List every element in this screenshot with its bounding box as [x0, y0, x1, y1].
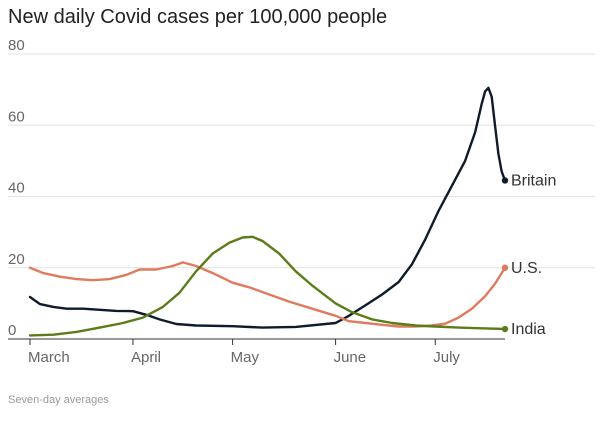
y-tick-label: 20	[8, 251, 25, 268]
x-tick-label: May	[231, 349, 260, 366]
y-tick-label: 0	[8, 322, 16, 339]
x-tick-label: March	[28, 349, 70, 366]
series-label-india: India	[511, 321, 546, 338]
x-tick-label: April	[131, 349, 161, 366]
series-line-britain	[28, 86, 507, 329]
series-labels: Britain U.S. India	[511, 172, 556, 338]
chart-note: Seven-day averages	[8, 394, 109, 406]
x-axis: March April May June July	[8, 338, 505, 366]
series-lines	[28, 86, 509, 337]
y-tick-label: 60	[8, 108, 25, 125]
y-tick-label: 40	[8, 180, 25, 197]
series-line-u-s	[28, 261, 507, 328]
x-tick-label: July	[433, 349, 460, 366]
series-label-u-s: U.S.	[511, 260, 542, 277]
series-label-britain: Britain	[511, 172, 556, 189]
series-endpoint-u-s	[501, 264, 509, 271]
gridlines	[8, 53, 595, 269]
series-endpoint-britain	[501, 177, 509, 184]
series-line-india	[28, 235, 507, 337]
y-axis-tick-labels: 0 20 40 60 80	[8, 37, 25, 339]
chart-title: New daily Covid cases per 100,000 people	[8, 6, 388, 28]
x-tick-label: June	[334, 349, 367, 366]
series-endpoint-india	[501, 325, 509, 333]
y-tick-label: 80	[8, 37, 25, 54]
